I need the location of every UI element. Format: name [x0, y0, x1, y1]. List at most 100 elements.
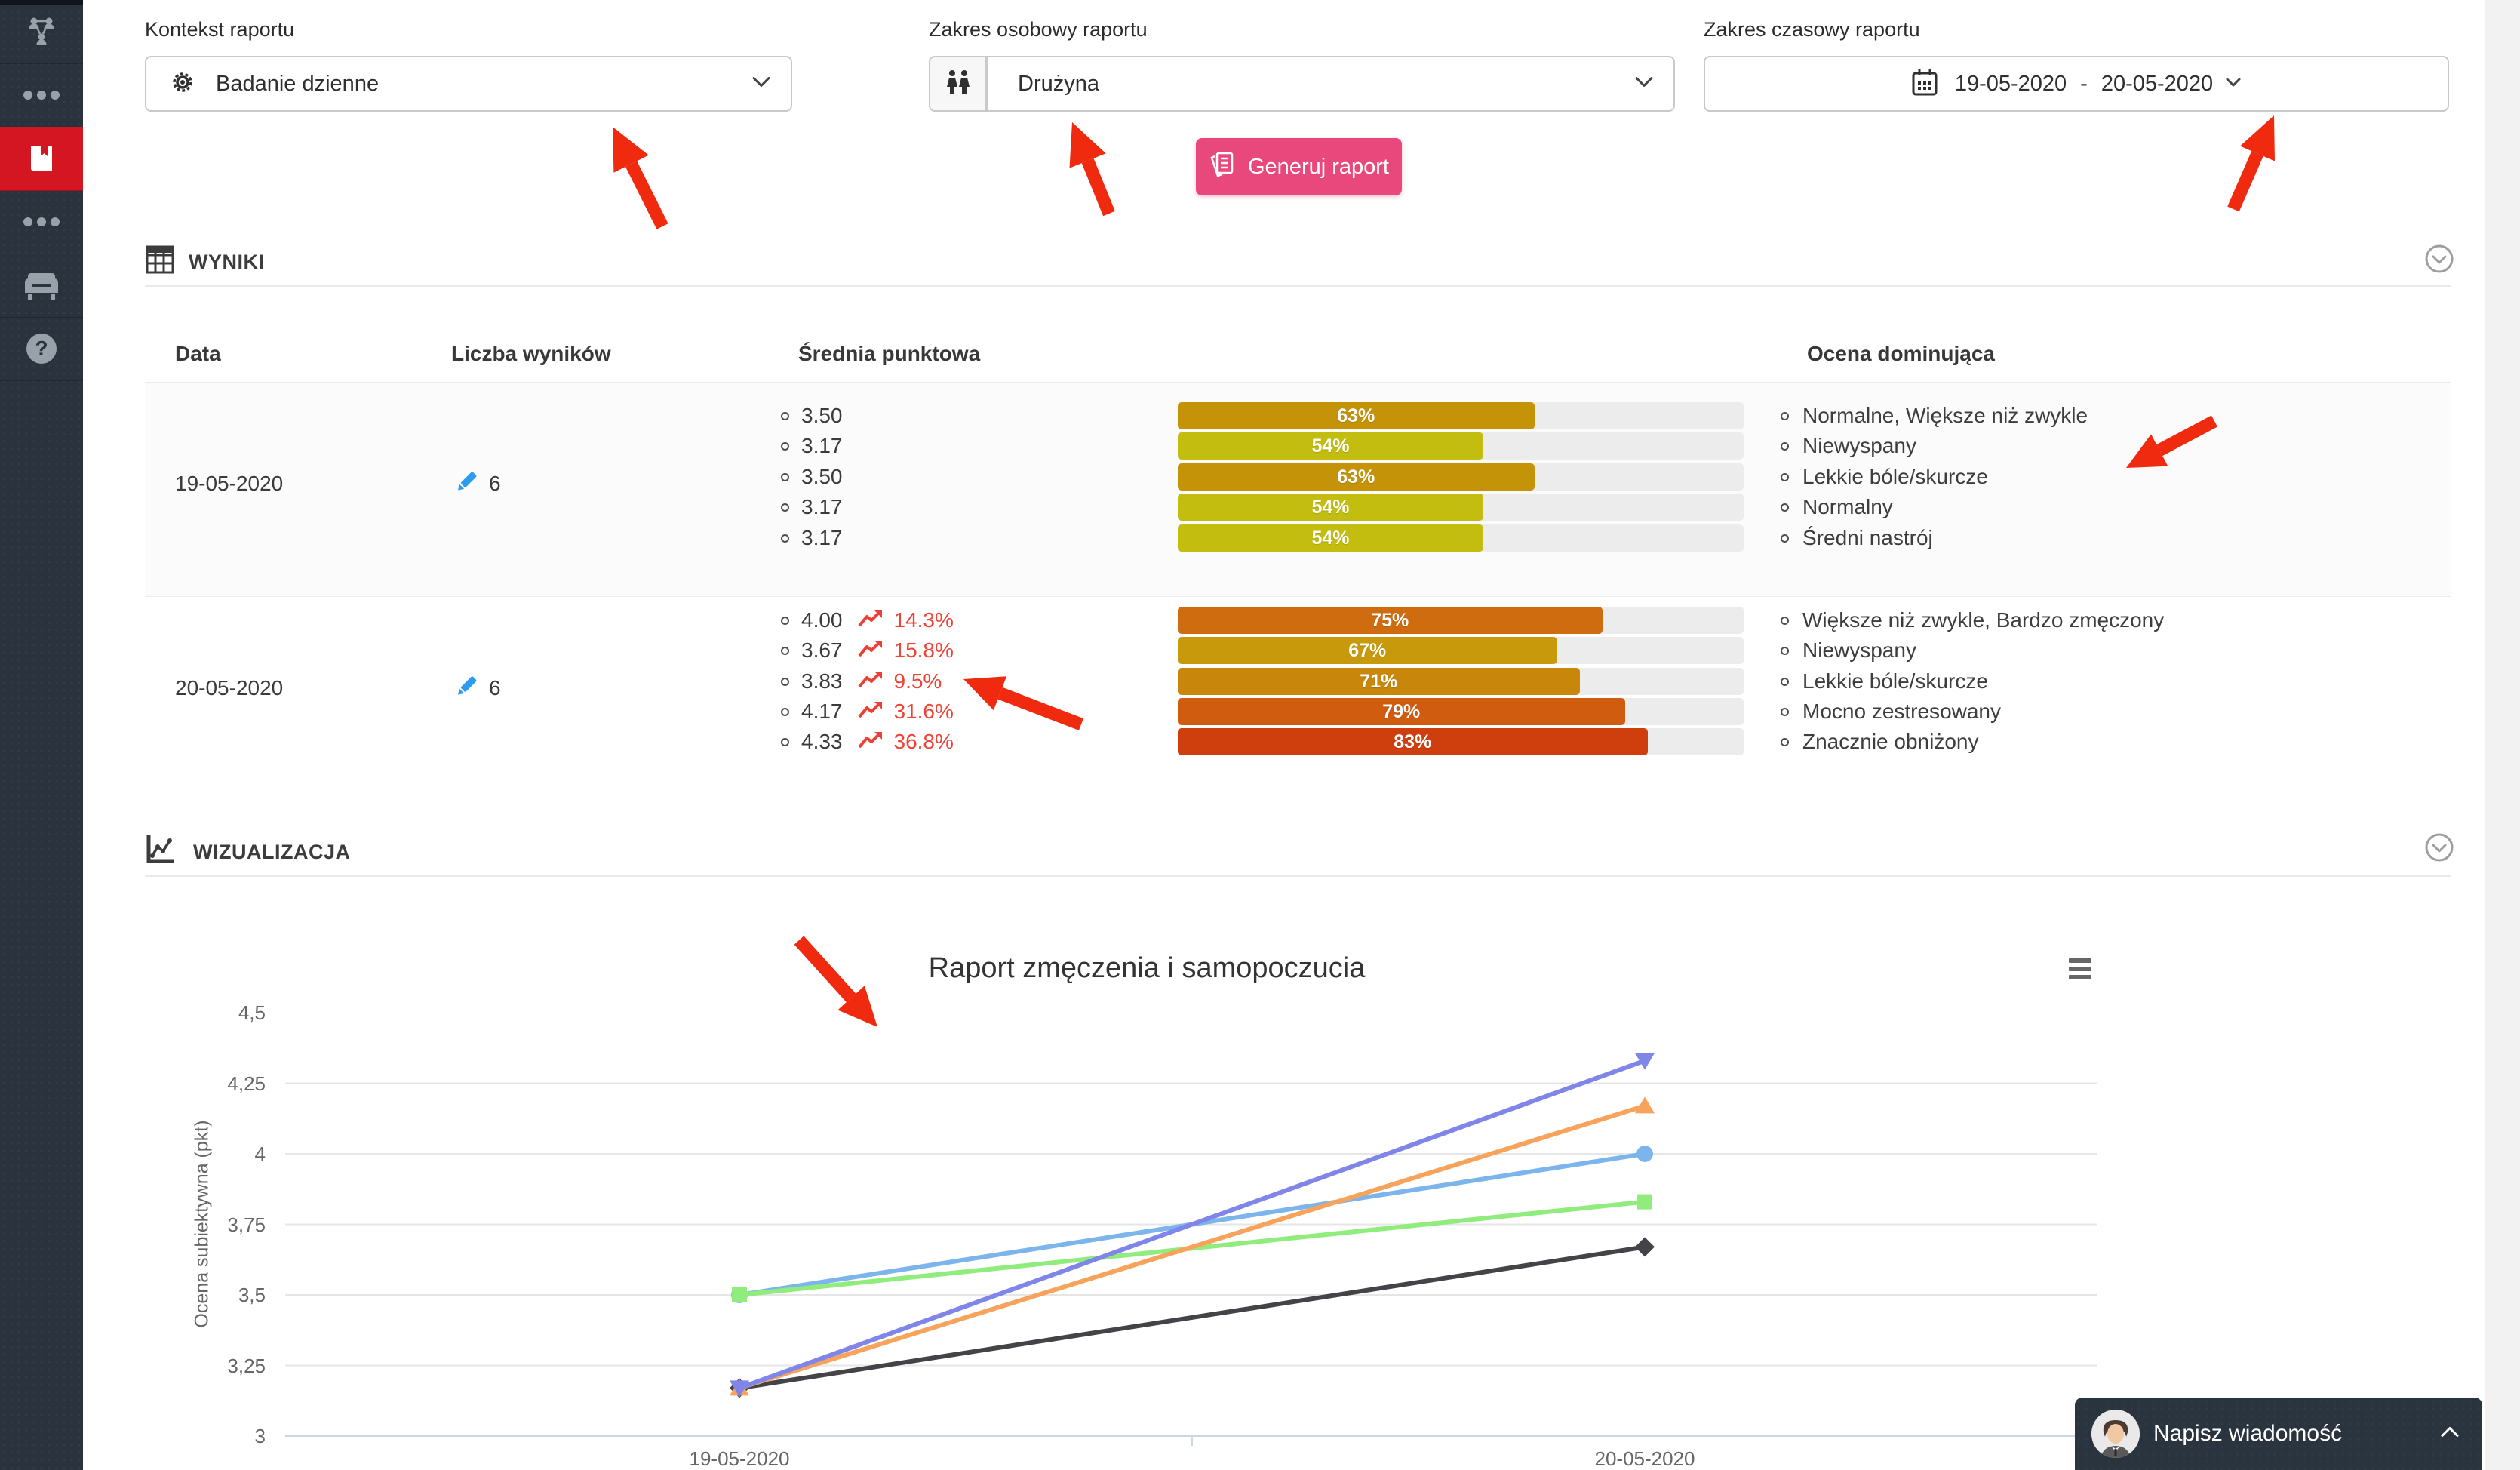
bullet-icon: [781, 707, 789, 716]
score-line: 3.50: [781, 403, 843, 429]
chat-label: Napisz wiadomość: [2153, 1421, 2343, 1446]
chat-widget[interactable]: Napisz wiadomość: [2075, 1398, 2482, 1470]
viz-section-title: WIZUALIZACJA: [193, 841, 351, 863]
viz-collapse-button[interactable]: [2423, 832, 2455, 863]
ellipsis-icon: [22, 90, 61, 100]
sidebar-item-org-chart[interactable]: [0, 0, 83, 64]
y-tick-label: 4: [254, 1142, 266, 1165]
bullet-icon: [781, 472, 789, 481]
col-header-srednia: Średnia punktowa: [798, 342, 981, 365]
chevron-down-icon: [2225, 77, 2242, 91]
percent-bar: 75%: [1178, 607, 1744, 634]
bullet-icon: [781, 503, 789, 512]
people-icon-box: [929, 56, 986, 112]
section-divider: [145, 875, 2451, 877]
trend-up-icon: [857, 670, 884, 693]
results-collapse-button[interactable]: [2423, 243, 2455, 275]
time-scope-label: Zakres czasowy raportu: [1704, 18, 1920, 41]
dominant-item: Większe niż zwykle, Bardzo zmęczony: [1781, 607, 2164, 633]
score-line: 3.50: [781, 464, 843, 490]
row-divider: [145, 596, 2451, 597]
percent-bar-fill: 63%: [1178, 463, 1535, 491]
bullet-icon: [781, 646, 789, 655]
percent-bar-fill: 67%: [1178, 637, 1557, 664]
sidebar-item-lounge[interactable]: [0, 254, 83, 318]
x-tick-label: 20-05-2020: [1594, 1447, 1695, 1470]
percent-bar-fill: 71%: [1178, 668, 1580, 695]
series-marker-triangle-down: [1635, 1053, 1655, 1070]
table-row: 19-05-2020 6 3.50 3.17 3.50 3.17 3.17 63…: [145, 383, 2451, 596]
sidebar-item-reports[interactable]: [0, 127, 83, 191]
percent-bar-fill: 75%: [1178, 607, 1603, 634]
chevron-down-icon: [751, 76, 771, 92]
y-tick-label: 3,5: [238, 1284, 266, 1306]
table-row: 20-05-2020 6 4.00 14.3% 3.67 15.8% 3.83 9.5…: [145, 597, 2451, 812]
chart-menu-icon[interactable]: [2069, 958, 2094, 981]
date-range-select[interactable]: 19-05-2020 - 20-05-2020: [1704, 56, 2449, 112]
dominant-item: Lekkie bóle/skurcze: [1781, 464, 1988, 490]
section-divider: [145, 285, 2451, 287]
generate-report-button[interactable]: Generuj raport: [1196, 138, 1402, 195]
context-label: Kontekst raportu: [145, 18, 295, 41]
row-count: 6: [489, 472, 501, 495]
bullet-icon: [781, 737, 789, 746]
bullet-icon: [1781, 737, 1789, 746]
series-marker-triangle: [1635, 1096, 1655, 1114]
y-tick-label: 4,5: [238, 1001, 266, 1024]
header-underline: [145, 382, 2451, 383]
dominant-item: Średni nastrój: [1781, 525, 1933, 551]
series-marker-circle: [1636, 1146, 1653, 1162]
bullet-icon: [1781, 441, 1789, 451]
bullet-icon: [781, 441, 789, 451]
trend-up-icon: [857, 730, 884, 754]
armchair-icon: [23, 269, 60, 302]
personal-scope-label: Zakres osobowy raportu: [929, 18, 1148, 41]
percent-bar-fill: 79%: [1178, 698, 1625, 725]
dominant-item: Normalne, Większe niż zwykle: [1781, 403, 2088, 429]
main-content: Kontekst raportu Zakres osobowy raportu …: [83, 0, 2485, 1470]
percent-bar: 63%: [1178, 402, 1744, 429]
percent-bar-fill: 54%: [1178, 524, 1483, 552]
row-count: 6: [489, 676, 501, 700]
percent-bar: 83%: [1178, 728, 1744, 755]
calendar-icon: [1911, 68, 1938, 100]
sidebar-top-strip: [0, 0, 83, 5]
results-section-title: WYNIKI: [189, 251, 265, 273]
x-tick-label: 19-05-2020: [689, 1447, 790, 1470]
svg-text:?: ?: [35, 337, 48, 360]
chevron-down-icon: [1634, 76, 1654, 92]
help-icon: ?: [24, 331, 59, 366]
trend-up-icon: [857, 639, 884, 663]
sidebar-item-more-bottom[interactable]: [0, 190, 83, 254]
edit-pencil-icon[interactable]: [453, 468, 480, 499]
org-chart-icon: [24, 14, 59, 49]
sidebar-item-help[interactable]: ?: [0, 317, 83, 381]
context-select[interactable]: Badanie dzienne: [145, 56, 792, 112]
percent-bar-fill: 63%: [1178, 402, 1535, 429]
bullet-icon: [1781, 646, 1789, 655]
row-date: 19-05-2020: [175, 472, 284, 495]
context-value: Badanie dzienne: [216, 71, 380, 96]
sidebar: ?: [0, 0, 83, 1470]
bullet-icon: [781, 677, 789, 686]
sidebar-item-more-top[interactable]: [0, 63, 83, 128]
avatar: [2091, 1410, 2140, 1458]
trend-up-icon: [857, 700, 884, 724]
chevron-up-icon: [2440, 1426, 2460, 1442]
score-line: 4.17 31.6%: [781, 699, 954, 724]
score-line: 3.17: [781, 433, 843, 459]
bullet-icon: [1781, 677, 1789, 686]
percent-bar-fill: 54%: [1178, 494, 1483, 521]
edit-pencil-icon[interactable]: [453, 672, 480, 703]
score-line: 4.33 36.8%: [781, 729, 954, 755]
score-line: 3.17: [781, 494, 843, 520]
col-header-data: Data: [175, 342, 221, 365]
personal-scope-select[interactable]: Drużyna: [986, 56, 1675, 112]
vertical-scrollbar[interactable]: [2485, 0, 2520, 1470]
bullet-icon: [1781, 411, 1789, 420]
dominant-item: Mocno zestresowany: [1781, 699, 2001, 724]
percent-bar-fill: 54%: [1178, 432, 1483, 460]
percent-bar: 54%: [1178, 494, 1744, 521]
series-marker-diamond: [1635, 1237, 1655, 1257]
date-to: 20-05-2020: [2101, 71, 2214, 96]
